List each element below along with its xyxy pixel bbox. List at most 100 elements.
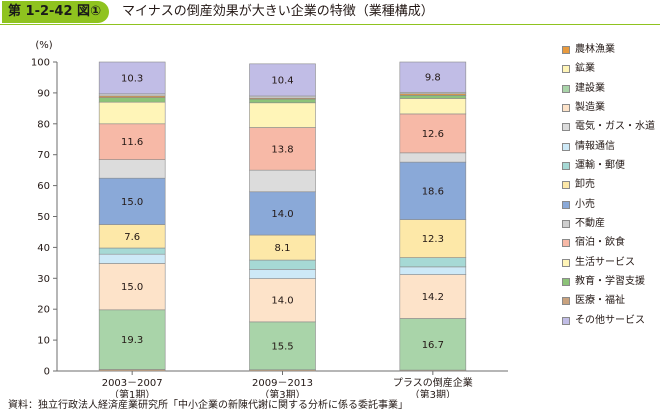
chart-legend: 農林漁業鉱業建設業製造業電気・ガス・水道情報通信 運輸・郵便 卸売小売不動産宿泊・飲… (562, 44, 660, 334)
y-tick-label-50: 50 (37, 212, 50, 223)
bar-segment-製造業-1 (249, 278, 316, 323)
bar-segment-情報通信-1 (249, 269, 316, 279)
legend-swatch-建設業 (562, 84, 570, 93)
legend-label-医療・福祉: 医療・福祉 (575, 295, 625, 307)
legend-swatch-小売 (562, 200, 570, 209)
legend-item-建設業: 建設業 (562, 83, 660, 102)
data-label-その他サービス-0: 10.3 (121, 73, 143, 84)
legend-swatch-不動産 (562, 220, 570, 229)
legend-swatch-卸売 (562, 181, 570, 190)
legend-item-情報通信: 情報通信 (562, 141, 660, 160)
legend-swatch-情報通信 (562, 142, 570, 151)
bar-segment-教育・学習支援-2 (399, 95, 467, 99)
bar-segment-教育・学習支援-1 (249, 98, 316, 104)
bar-segment-その他サービス-1 (249, 63, 316, 97)
legend-item-医療・福祉: 医療・福祉 (562, 295, 660, 314)
bar-segment-小売-0 (98, 177, 166, 225)
data-label-宿泊・飲食-1: 13.8 (271, 144, 293, 155)
legend-label-電気・ガス・水道: 電気・ガス・水道 (575, 121, 655, 133)
legend-item-卸売: 卸売 (562, 179, 660, 198)
bar-segment-小売-1 (249, 191, 316, 236)
legend-item-生活サービス: 生活サービス (562, 257, 660, 276)
bar-segment-建設業-0 (98, 309, 166, 370)
bar-segment-情報通信-0 (98, 253, 166, 264)
data-label-その他サービス-1: 10.4 (271, 75, 293, 86)
data-label-小売-2: 18.6 (422, 186, 444, 197)
header-underline (0, 24, 660, 25)
legend-item-宿泊・飲食: 宿泊・飲食 (562, 237, 660, 256)
data-label-小売-1: 14.0 (271, 209, 293, 220)
legend-item-小売: 小売 (562, 199, 660, 218)
data-label-製造業-2: 14.2 (422, 292, 444, 303)
bar-segment-生活サービス-2 (399, 98, 467, 115)
legend-swatch-農林漁業 (562, 46, 570, 54)
bar-segment-製造業-2 (399, 274, 467, 319)
x-category-label-0-0: 2003－2007 (102, 378, 163, 389)
legend-label-建設業: 建設業 (575, 82, 605, 94)
data-label-建設業-2: 16.7 (422, 340, 444, 351)
legend-swatch-宿泊・飲食 (562, 239, 570, 248)
stacked-bar-chart: (%) 0 10 20 30 40 50 60 70 80 90 100 19.3 15.0 7.6 15.0… (31, 40, 508, 398)
legend-swatch-運輸・郵便 (562, 162, 570, 171)
x-category-label-1-0: 2009－2013 (252, 378, 313, 389)
legend-swatch-教育・学習支援 (562, 278, 570, 287)
data-label-宿泊・飲食-2: 12.6 (422, 129, 444, 140)
legend-item-製造業: 製造業 (562, 102, 660, 121)
y-tick-label-10: 10 (37, 336, 50, 347)
y-tick-label-30: 30 (37, 274, 50, 285)
bar-segment-宿泊・飲食-1 (249, 127, 316, 171)
legend-swatch-生活サービス (562, 258, 570, 267)
data-label-製造業-1: 14.0 (271, 296, 293, 307)
legend-item-その他サービス: その他サービス (562, 315, 660, 334)
legend-label-鉱業: 鉱業 (575, 63, 595, 75)
legend-label-製造業: 製造業 (575, 102, 605, 114)
data-label-建設業-1: 15.5 (271, 341, 293, 352)
legend-item-電気・ガス・水道: 電気・ガス・水道 (562, 121, 660, 140)
legend-label-農林漁業: 農林漁業 (575, 44, 615, 55)
y-tick-label-90: 90 (37, 88, 50, 99)
bar-segment-運輸・郵便-2 (399, 257, 467, 268)
legend-item-不動産: 不動産 (562, 218, 660, 237)
y-tick-label-20: 20 (37, 305, 50, 316)
legend-item-教育・学習支援: 教育・学習支援 (562, 276, 660, 295)
legend-item-運輸・郵便: 運輸・郵便 (562, 160, 660, 179)
bar-segment-教育・学習支援-0 (98, 97, 166, 103)
bar-segment-情報通信-2 (399, 266, 467, 275)
legend-swatch-鉱業 (562, 65, 570, 74)
legend-swatch-その他サービス (562, 316, 570, 325)
legend-label-その他サービス: その他サービス (575, 314, 645, 326)
bar-segment-電気・ガス・水道-1 (249, 169, 316, 193)
legend-label-小売: 小売 (575, 198, 595, 210)
bar-segment-建設業-1 (249, 321, 316, 371)
data-label-宿泊・飲食-0: 11.6 (121, 137, 143, 148)
data-label-建設業-0: 19.3 (121, 335, 143, 346)
bar-segment-運輸・郵便-0 (98, 247, 166, 255)
bar-segment-卸売-2 (399, 219, 467, 258)
y-axis-unit-label: (%) (35, 40, 52, 51)
y-tick-label-70: 70 (37, 150, 50, 161)
figure-title: マイナスの倒産効果が大きい企業の特徴（業種構成） (122, 4, 434, 19)
figure-header: 第 1-2-42 図① マイナスの倒産効果が大きい企業の特徴（業種構成） (0, 0, 660, 26)
data-label-卸売-0: 7.6 (124, 232, 140, 243)
legend-label-生活サービス: 生活サービス (575, 256, 635, 268)
source-note: 資料：独立行政法人経済産業研究所「中小企業の新陳代謝に関する分析に係る委託事業」 (8, 400, 408, 411)
bar-segment-宿泊・飲食-2 (399, 113, 467, 154)
data-label-卸売-2: 12.3 (422, 234, 444, 245)
x-category-label-2-1: （第3期） (410, 388, 456, 398)
y-tick-label-80: 80 (37, 119, 50, 130)
bar-segment-不動産-1 (249, 95, 316, 99)
y-tick-label-40: 40 (37, 243, 50, 254)
data-label-その他サービス-2: 9.8 (425, 73, 441, 84)
legend-swatch-医療・福祉 (562, 297, 570, 306)
y-tick-label-60: 60 (37, 181, 50, 192)
figure-number: 第 1-2-42 図① (2, 1, 110, 23)
bar-segment-不動産-0 (98, 93, 166, 97)
bar-segment-電気・ガス・水道-0 (98, 159, 166, 179)
legend-label-不動産: 不動産 (575, 218, 605, 230)
x-category-label-2-0: プラスの倒産企業 (393, 376, 473, 389)
bar-segment-小売-2 (399, 161, 467, 220)
legend-label-卸売: 卸売 (575, 179, 595, 191)
legend-label-宿泊・飲食: 宿泊・飲食 (575, 237, 625, 249)
legend-swatch-製造業 (562, 104, 570, 113)
data-label-卸売-1: 8.1 (275, 243, 291, 254)
